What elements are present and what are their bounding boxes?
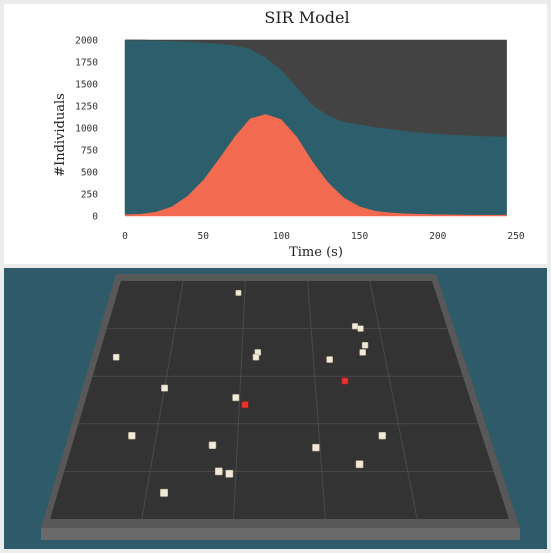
infected-agent (241, 401, 249, 409)
y-tick-label: 1750 (75, 58, 98, 69)
healthy-agent (112, 353, 120, 361)
floor-grid (64, 280, 494, 520)
healthy-agent (351, 323, 359, 330)
simulation-viewport (4, 268, 547, 549)
grid-line (369, 280, 418, 520)
healthy-agent (232, 394, 240, 402)
simulation-scene (41, 274, 520, 540)
healthy-agent (160, 488, 169, 497)
x-tick-label: 150 (351, 231, 368, 242)
chart-areas (124, 39, 507, 217)
grid-line (141, 280, 184, 520)
y-tick-label: 1250 (75, 102, 98, 113)
healthy-agent (161, 384, 169, 392)
y-tick-label: 2000 (75, 36, 98, 47)
x-tick-label: 50 (197, 231, 209, 242)
healthy-agent (359, 349, 366, 356)
sir-chart-panel: SIR Model 0 250 500 750 1000 1250 1500 1750 2000… (4, 4, 547, 264)
healthy-agent (355, 460, 364, 469)
x-axis-label: Time (s) (289, 245, 343, 260)
chart-title: SIR Model (264, 8, 349, 27)
grid-line (233, 280, 246, 520)
healthy-agent (208, 441, 217, 449)
y-tick-label: 0 (92, 212, 98, 223)
x-axis-ticks: 0 50 100 150 200 250 (122, 231, 525, 242)
x-tick-label: 250 (507, 231, 524, 242)
sir-chart: SIR Model 025050075010001250150017502000… (53, 8, 525, 260)
healthy-agent (326, 356, 333, 363)
healthy-agent (225, 469, 234, 478)
y-axis-label: #Individuals (53, 93, 68, 177)
healthy-agent (235, 289, 242, 296)
arena-wall-front (41, 528, 520, 540)
y-tick-label: 500 (81, 168, 98, 179)
x-tick-label: 100 (273, 231, 290, 242)
infected-agent (341, 377, 349, 385)
grid-line (307, 280, 326, 520)
healthy-agent (312, 443, 320, 452)
y-tick-label: 1500 (75, 80, 98, 91)
x-tick-label: 200 (429, 231, 446, 242)
healthy-agent (378, 432, 386, 440)
y-tick-label: 250 (81, 190, 98, 201)
healthy-agent (252, 353, 260, 361)
y-axis-ticks: 0 250 500 750 1000 1250 1500 1750 2000 (75, 36, 98, 223)
y-tick-label: 750 (81, 146, 98, 157)
agents (112, 289, 386, 497)
arena-floor (50, 281, 509, 519)
healthy-agent (214, 467, 223, 476)
area-recovered (125, 39, 507, 137)
healthy-agent (128, 432, 136, 440)
healthy-agent (361, 342, 369, 349)
x-tick-label: 0 (122, 231, 128, 242)
healthy-agent (357, 325, 364, 332)
y-tick-label: 1000 (75, 124, 98, 135)
